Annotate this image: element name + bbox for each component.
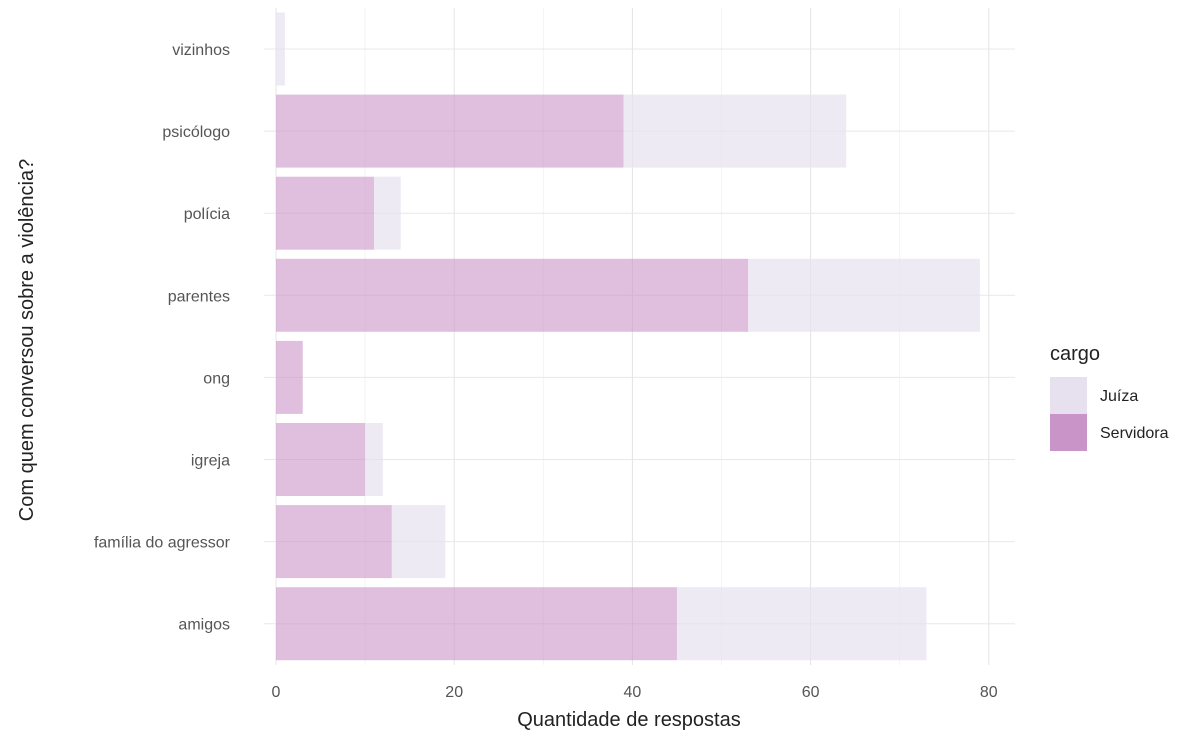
bar-juíza-0 — [276, 12, 285, 86]
bar-group — [276, 12, 980, 661]
bar-juíza-6 — [391, 505, 446, 579]
y-tick-label: família do agressor — [94, 535, 231, 552]
bar-juíza-1 — [623, 94, 847, 168]
bar-servidora-3 — [276, 258, 749, 332]
x-tick-label: 0 — [272, 684, 281, 701]
y-axis-title: Com quem conversou sobre a violência? — [16, 159, 38, 521]
y-tick-label: vizinhos — [172, 42, 230, 59]
legend: cargo Juíza Servidora — [1050, 343, 1169, 451]
x-tick-label: 20 — [445, 684, 463, 701]
bar-juíza-5 — [365, 423, 383, 496]
y-tick-label: parentes — [168, 288, 230, 305]
y-tick-label: psicólogo — [162, 124, 230, 141]
bar-servidora-6 — [276, 505, 392, 579]
x-axis-title: Quantidade de respostas — [517, 709, 741, 731]
y-tick-label: igreja — [191, 453, 230, 470]
bar-servidora-1 — [276, 94, 624, 168]
y-tick-label: amigos — [178, 617, 230, 634]
x-tick-label: 60 — [802, 684, 820, 701]
bar-servidora-2 — [276, 176, 375, 250]
legend-swatch — [1050, 414, 1087, 451]
legend-label: Servidora — [1100, 425, 1169, 442]
y-tick-label: polícia — [184, 206, 230, 223]
legend-label: Juíza — [1100, 388, 1138, 405]
bar-juíza-3 — [748, 258, 980, 332]
bar-servidora-7 — [276, 587, 677, 661]
y-tick-label: ong — [203, 370, 230, 387]
legend-swatch — [1050, 377, 1087, 414]
bar-juíza-7 — [676, 587, 927, 661]
x-tick-labels: 0 20 40 60 80 — [272, 684, 998, 701]
bar-servidora-4 — [276, 340, 303, 414]
bar-juíza-2 — [374, 176, 401, 250]
x-tick-label: 80 — [980, 684, 998, 701]
y-tick-labels: vizinhos psicólogo polícia parentes ong igrej… — [94, 42, 231, 634]
legend-title: cargo — [1050, 343, 1100, 365]
x-tick-label: 40 — [624, 684, 642, 701]
bar-servidora-5 — [276, 423, 366, 496]
